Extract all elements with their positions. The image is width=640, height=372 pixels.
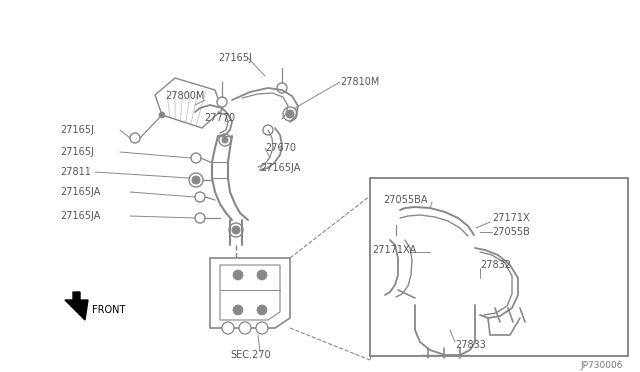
Text: JP730006: JP730006: [580, 360, 623, 369]
Circle shape: [283, 107, 297, 121]
Circle shape: [189, 173, 203, 187]
Text: 27171X: 27171X: [492, 213, 530, 223]
Circle shape: [233, 305, 243, 315]
Circle shape: [464, 226, 472, 234]
Circle shape: [425, 200, 435, 210]
Circle shape: [217, 97, 227, 107]
Bar: [395, 248, 405, 256]
Bar: [370, 178, 628, 356]
Circle shape: [222, 137, 228, 143]
Text: 27165JA: 27165JA: [60, 187, 100, 197]
Circle shape: [232, 226, 240, 234]
Circle shape: [410, 293, 420, 303]
Circle shape: [263, 125, 273, 135]
Text: 27833: 27833: [455, 340, 486, 350]
Text: 27165JA: 27165JA: [60, 211, 100, 221]
Text: 27055B: 27055B: [492, 227, 530, 237]
Circle shape: [413, 296, 417, 300]
Bar: [472, 233, 480, 241]
Text: 27171XA: 27171XA: [372, 245, 416, 255]
Text: 27055BA: 27055BA: [383, 195, 428, 205]
Text: 27811: 27811: [60, 167, 91, 177]
Circle shape: [191, 153, 201, 163]
Circle shape: [192, 176, 200, 184]
Text: SEC.270: SEC.270: [230, 350, 271, 360]
Text: 27165JA: 27165JA: [260, 163, 300, 173]
Circle shape: [277, 83, 287, 93]
Text: 27810M: 27810M: [340, 77, 380, 87]
Text: 27165J: 27165J: [60, 147, 94, 157]
Text: 27770: 27770: [204, 113, 235, 123]
Circle shape: [159, 112, 165, 118]
Text: 27165J: 27165J: [218, 53, 252, 63]
Circle shape: [222, 322, 234, 334]
Circle shape: [461, 223, 475, 237]
Text: 27800M: 27800M: [165, 91, 204, 101]
Circle shape: [391, 235, 401, 245]
Polygon shape: [65, 292, 88, 320]
Circle shape: [239, 322, 251, 334]
Text: 27670: 27670: [265, 143, 296, 153]
Circle shape: [195, 192, 205, 202]
Text: 27832: 27832: [480, 260, 511, 270]
Text: FRONT: FRONT: [92, 305, 125, 315]
Circle shape: [229, 223, 243, 237]
Circle shape: [219, 134, 231, 146]
Circle shape: [233, 270, 243, 280]
Circle shape: [256, 322, 268, 334]
Circle shape: [130, 133, 140, 143]
Circle shape: [257, 270, 267, 280]
Circle shape: [195, 213, 205, 223]
Circle shape: [286, 110, 294, 118]
Text: 27165J: 27165J: [60, 125, 94, 135]
Circle shape: [257, 305, 267, 315]
Circle shape: [428, 203, 432, 207]
